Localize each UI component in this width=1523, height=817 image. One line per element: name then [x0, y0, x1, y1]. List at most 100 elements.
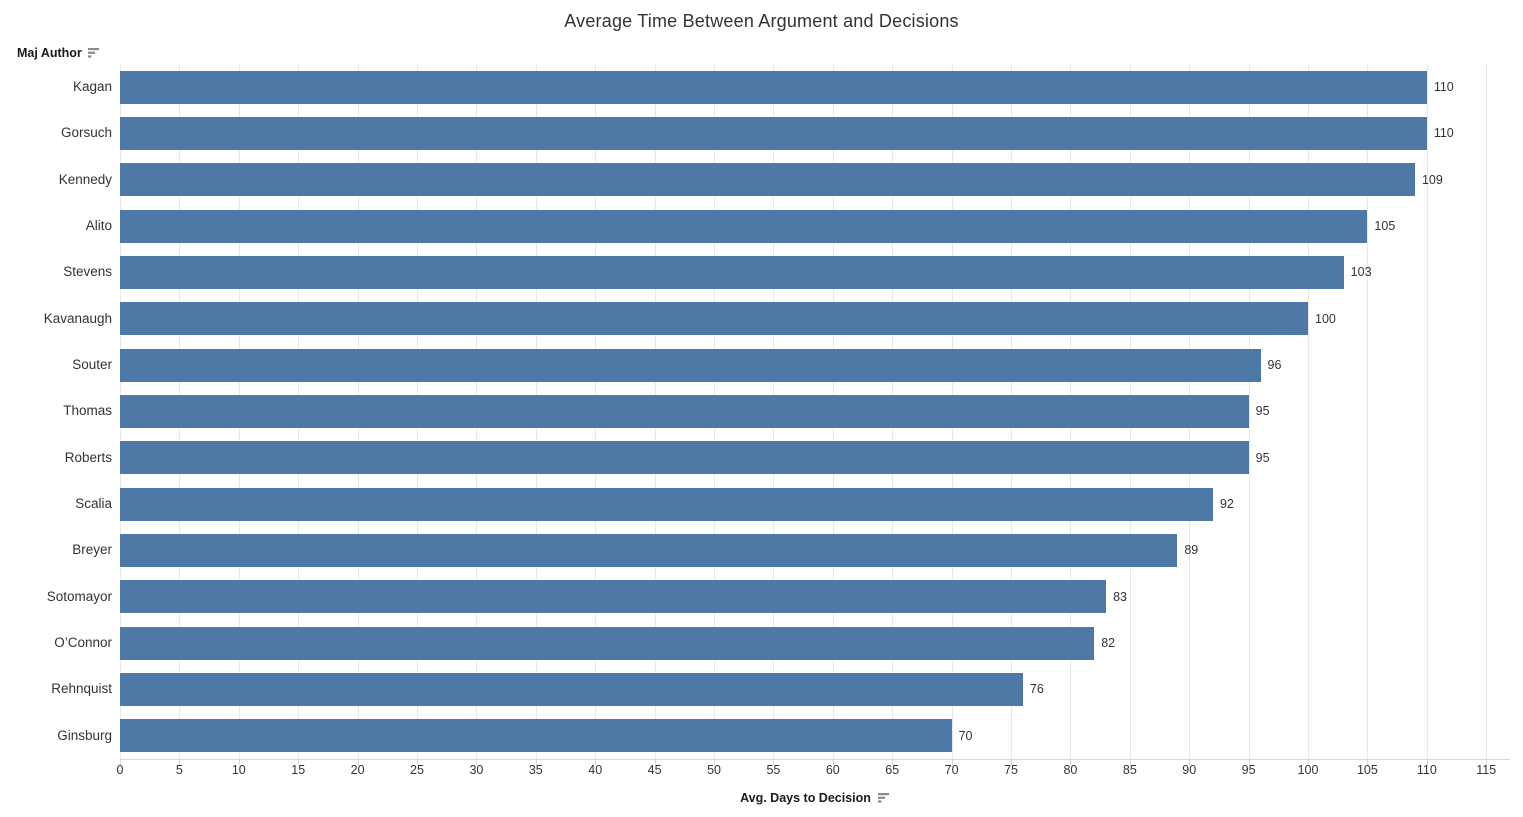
x-tick-label: 35 — [528, 763, 543, 777]
x-tick — [120, 760, 121, 765]
x-tick — [892, 760, 894, 765]
x-tick — [714, 760, 716, 765]
x-tick — [1011, 760, 1013, 765]
bar[interactable] — [120, 719, 952, 753]
bar[interactable] — [120, 70, 1427, 104]
bar[interactable] — [120, 394, 1249, 428]
x-tick-label: 115 — [1476, 763, 1497, 777]
bar[interactable] — [120, 348, 1261, 382]
bar[interactable] — [120, 441, 1249, 475]
x-tick — [1189, 760, 1191, 765]
bar-row: 109 — [120, 157, 1510, 203]
row-label[interactable]: O’Connor — [54, 635, 112, 650]
x-tick-label: 80 — [1063, 763, 1078, 777]
x-tick-label: 85 — [1122, 763, 1137, 777]
row-field-label-text: Maj Author — [17, 46, 82, 60]
bar-value-label: 76 — [1029, 682, 1044, 697]
x-tick — [417, 760, 418, 765]
x-tick-label: 40 — [588, 763, 603, 777]
bar-row: 83 — [120, 574, 1510, 620]
x-tick — [535, 760, 537, 765]
x-tick-label: 60 — [825, 763, 840, 777]
x-tick-label: 65 — [885, 763, 900, 777]
x-axis-line — [120, 759, 1510, 760]
x-tick-label: 70 — [944, 763, 959, 777]
bar[interactable] — [120, 672, 1023, 706]
x-tick — [179, 760, 181, 765]
x-tick — [1129, 760, 1131, 765]
bar-row: 110 — [120, 64, 1510, 110]
row-label[interactable]: Kennedy — [58, 171, 112, 187]
plot-area: 110 110 109 105 103 100 96 95 95 92 89 83 82 76 70 — [120, 64, 1510, 759]
x-tick — [1367, 760, 1369, 765]
bar-row: 89 — [120, 527, 1510, 573]
bar[interactable] — [120, 255, 1344, 289]
row-label[interactable]: Stevens — [63, 264, 112, 280]
bar[interactable] — [120, 487, 1213, 521]
x-tick — [1486, 760, 1488, 765]
bar-value-label: 100 — [1315, 311, 1336, 326]
bar[interactable] — [120, 209, 1368, 243]
row-label[interactable]: Rehnquist — [51, 681, 112, 697]
x-tick — [951, 760, 953, 765]
bar[interactable] — [120, 302, 1309, 336]
row-label[interactable]: Souter — [72, 357, 112, 372]
x-axis-title[interactable]: Avg. Days to Decision — [120, 791, 1510, 805]
bar-row: 70 — [120, 713, 1510, 759]
x-axis-tick-labels: 0 5 10 15 20 25 30 35 40 45 50 55 60 65 70 75 80 85 90 95 10… — [117, 763, 1510, 779]
bar-row: 105 — [120, 203, 1510, 249]
gridline — [1367, 64, 1369, 759]
row-label[interactable]: Alito — [85, 218, 112, 233]
sort-descending-icon[interactable] — [87, 48, 100, 58]
gridline — [1426, 64, 1428, 759]
x-tick-label: 105 — [1356, 763, 1378, 777]
row-label[interactable]: Kagan — [72, 79, 112, 94]
x-tick-label: 110 — [1416, 763, 1437, 777]
x-tick — [1070, 760, 1072, 765]
gridline — [1248, 64, 1250, 759]
bar[interactable] — [120, 626, 1095, 660]
bar-value-label: 109 — [1421, 172, 1443, 187]
row-label[interactable]: Gorsuch — [60, 125, 112, 141]
bar-value-label: 95 — [1255, 450, 1270, 465]
bar-row: 76 — [120, 666, 1510, 712]
row-labels: Kagan Gorsuch Kennedy Alito Stevens Kavanaugh… — [0, 64, 112, 759]
x-tick-label: 50 — [707, 763, 721, 777]
row-label[interactable]: Scalia — [75, 496, 112, 511]
x-tick — [357, 760, 359, 765]
x-tick — [595, 760, 597, 765]
gridline — [1308, 64, 1310, 759]
bar-value-label: 110 — [1433, 80, 1454, 94]
x-tick — [832, 760, 834, 765]
bar-value-label: 83 — [1113, 589, 1127, 604]
x-tick-label: 90 — [1182, 763, 1197, 777]
bar[interactable] — [120, 163, 1415, 197]
bar[interactable] — [120, 116, 1427, 150]
bar-value-label: 70 — [958, 728, 973, 743]
row-label[interactable]: Ginsburg — [57, 727, 112, 743]
x-tick — [298, 760, 300, 765]
row-label[interactable]: Sotomayor — [46, 588, 112, 604]
x-tick — [1248, 760, 1250, 765]
row-label[interactable]: Roberts — [64, 449, 112, 465]
row-field-label[interactable]: Maj Author — [17, 46, 100, 60]
sort-descending-icon[interactable] — [877, 793, 890, 803]
row-label[interactable]: Kavanaugh — [43, 310, 112, 326]
x-tick — [654, 760, 656, 765]
x-tick-label: 5 — [175, 763, 183, 777]
x-tick-label: 15 — [291, 763, 306, 777]
bar[interactable] — [120, 533, 1178, 567]
x-tick — [476, 760, 478, 765]
x-tick-label: 45 — [647, 763, 662, 777]
row-label[interactable]: Breyer — [72, 542, 112, 558]
bar-value-label: 96 — [1267, 358, 1282, 372]
bar-row: 103 — [120, 249, 1510, 295]
bar-row: 95 — [120, 435, 1510, 481]
row-label[interactable]: Thomas — [63, 403, 112, 419]
bar-value-label: 89 — [1184, 543, 1199, 558]
x-tick — [773, 760, 775, 765]
bar-row: 95 — [120, 388, 1510, 434]
chart-title: Average Time Between Argument and Decisi… — [564, 11, 959, 31]
bar[interactable] — [120, 580, 1107, 614]
